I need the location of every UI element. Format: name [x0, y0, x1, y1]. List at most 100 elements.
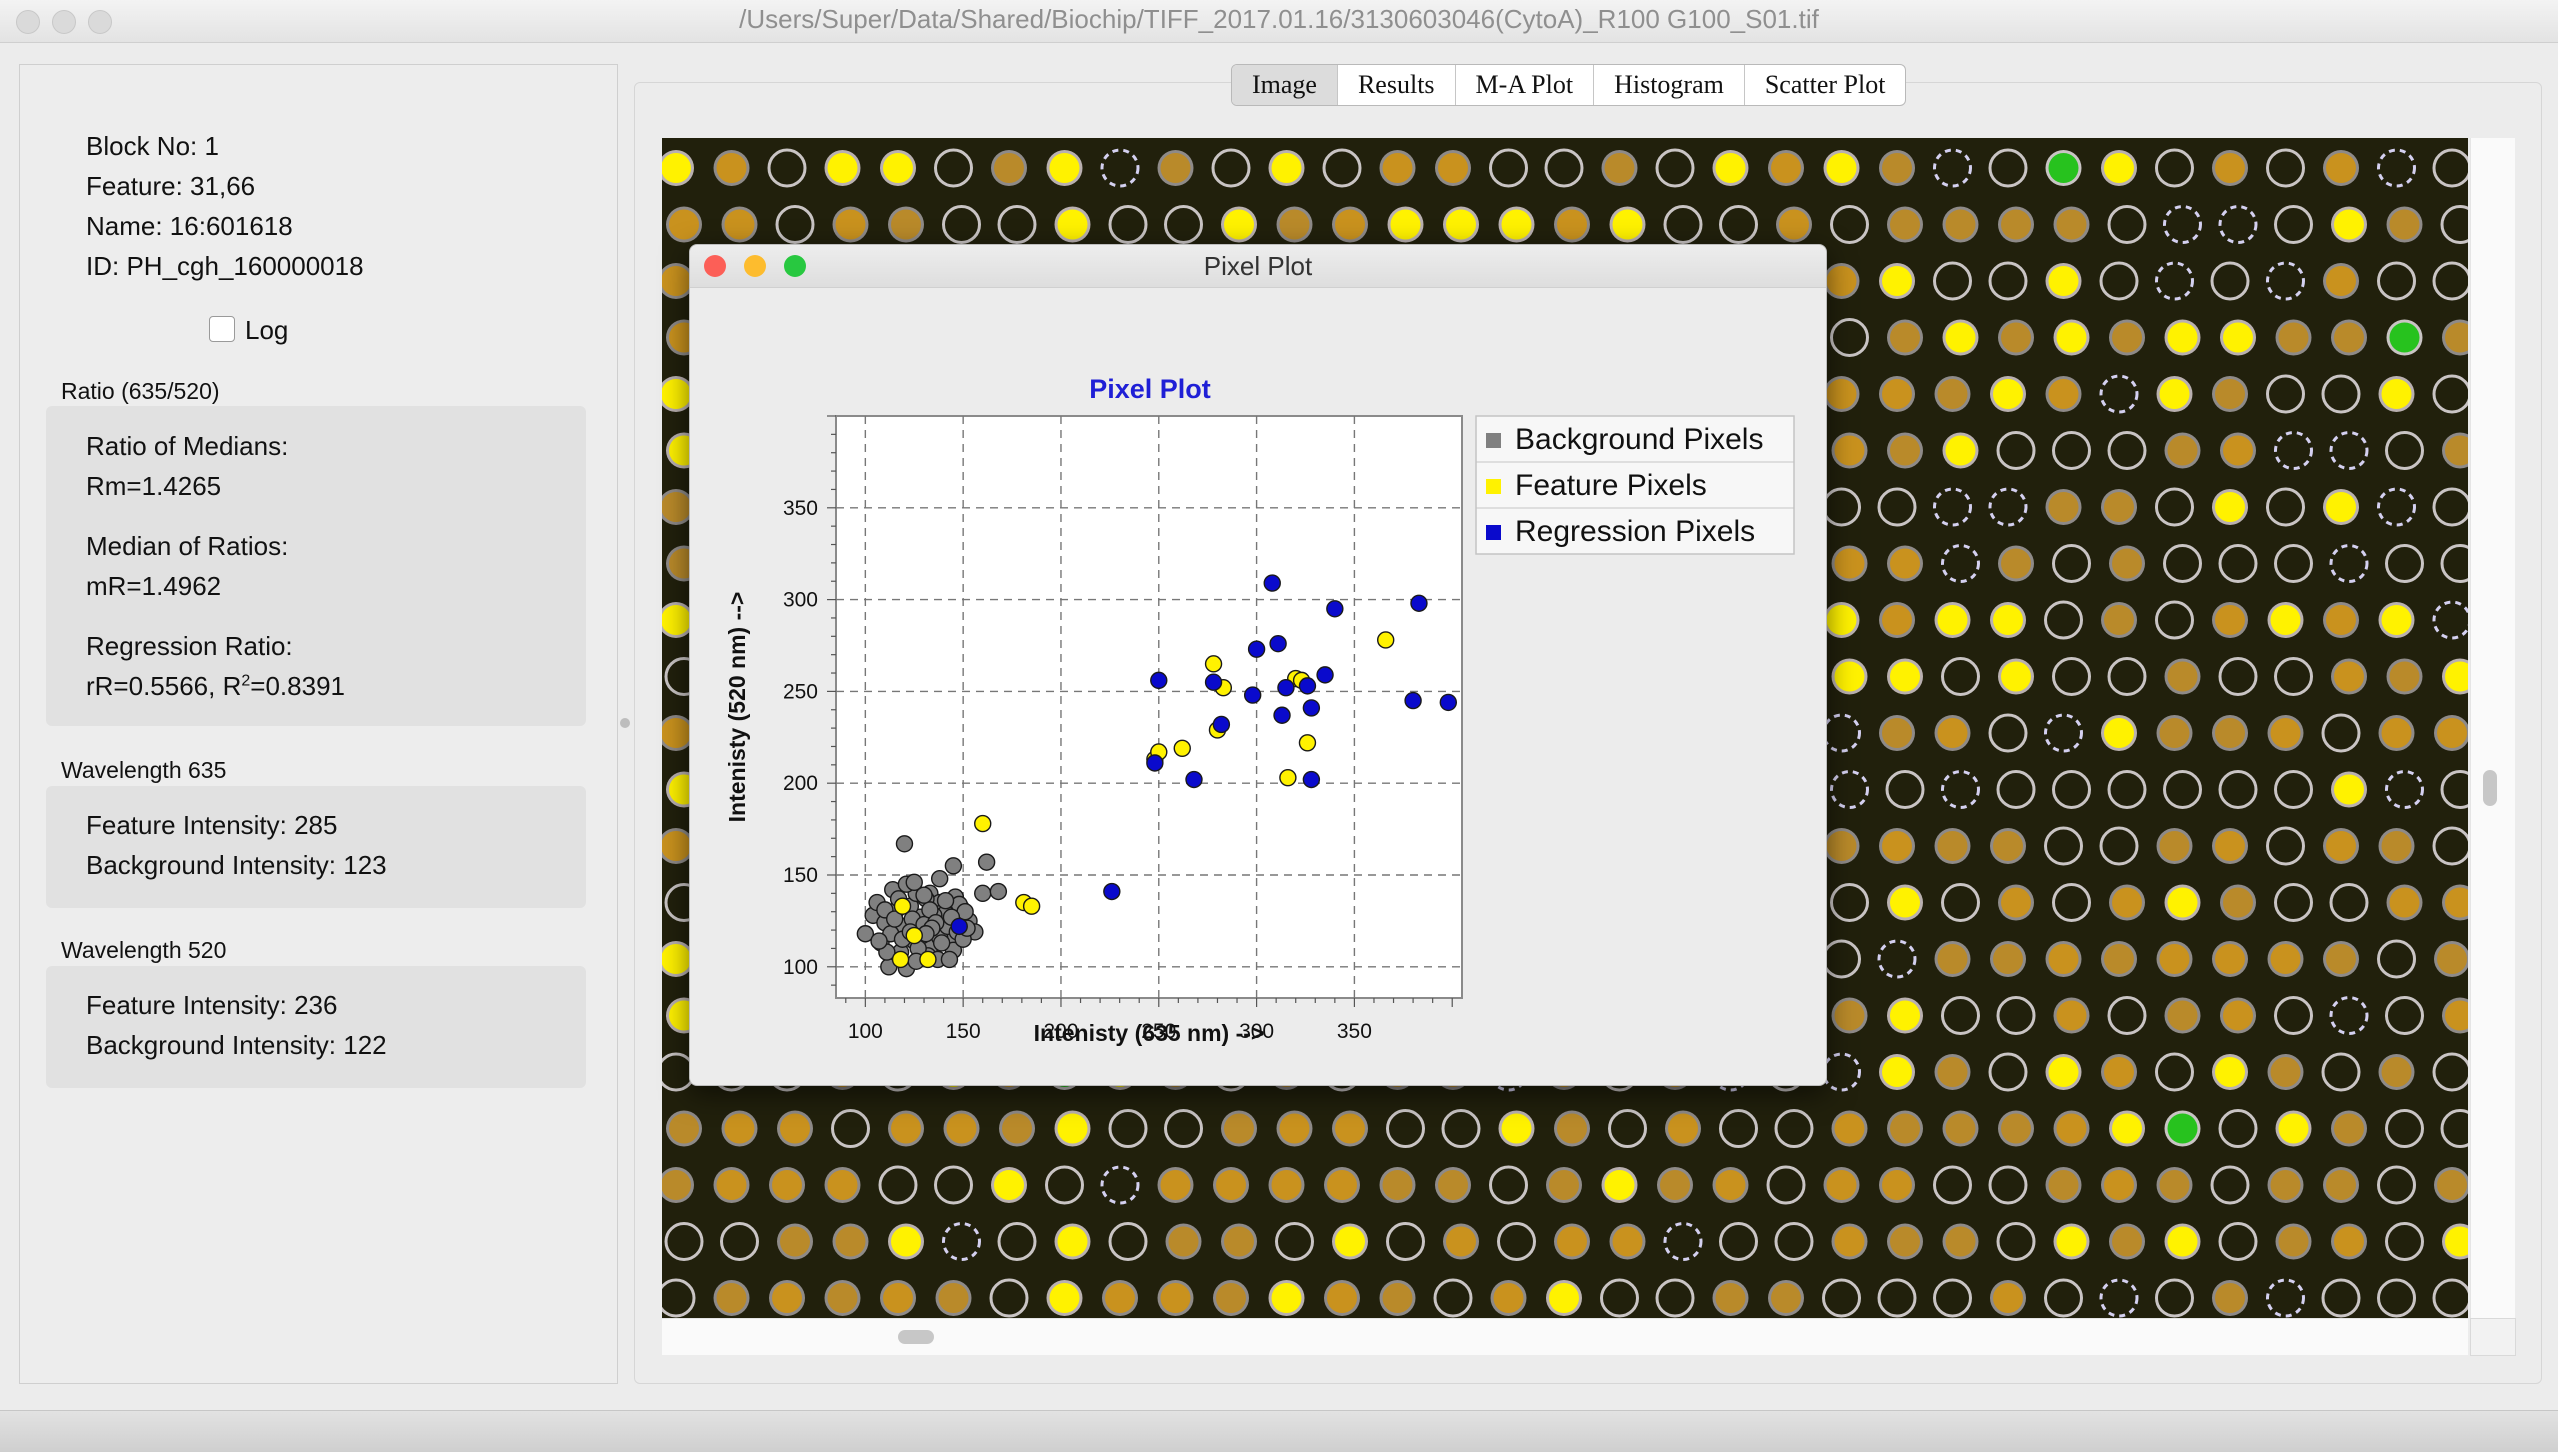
empty-spot [1489, 148, 1528, 188]
plot-grid [836, 416, 1462, 998]
empty-spot [1822, 487, 1861, 527]
bright-spot [2167, 322, 2198, 353]
popup-close-button[interactable] [704, 255, 726, 277]
feature-pixel-point [1204, 655, 1223, 673]
empty-spot [2155, 148, 2194, 188]
bright-spot [1882, 1057, 1912, 1087]
empty-spot [2440, 205, 2468, 244]
empty-spot [1164, 1109, 1203, 1148]
horizontal-scroll-thumb[interactable] [898, 1330, 934, 1344]
vertical-scroll-thumb[interactable] [2483, 770, 2497, 806]
tick-labels: 100 150 200 250 300 350 100 150 200 250 300 350 [783, 497, 1372, 1043]
feature-pixel-point [1279, 768, 1297, 787]
popup-minimize-button[interactable] [744, 255, 766, 277]
intensity-spot [2001, 1113, 2031, 1144]
intensity-spot [1771, 153, 1801, 183]
intensity-spot [669, 1113, 699, 1144]
empty-spot [2432, 374, 2468, 414]
intensity-spot [2104, 1057, 2134, 1087]
log-checkbox[interactable] [209, 316, 235, 342]
intensity-spot [1890, 322, 1920, 353]
empty-spot [1211, 148, 1251, 188]
intensity-spot [1335, 1113, 1365, 1144]
intensity-spot [2159, 1170, 2190, 1200]
regression-pixel-point [1185, 770, 1203, 789]
regression-pixel-point [1302, 699, 1321, 717]
wavelength-635-group: Feature Intensity: 285 Background Intens… [46, 786, 586, 908]
background-intensity-520: Background Intensity: 122 [86, 1030, 387, 1060]
intensity-spot [1834, 548, 1865, 579]
regression-pixel-point [1150, 671, 1168, 690]
empty-spot [767, 148, 807, 188]
flagged-spot [2329, 544, 2369, 583]
bright-spot [1549, 1283, 1579, 1313]
bright-spot [1057, 1113, 1088, 1144]
regression-pixel-point [1277, 679, 1295, 697]
empty-spot [2321, 1278, 2361, 1318]
intensity-spot [2215, 153, 2245, 183]
intensity-spot [1446, 1226, 1476, 1257]
background-pixel-point [905, 873, 923, 892]
green-spot [2167, 1113, 2198, 1144]
empty-spot [989, 1278, 1029, 1318]
bright-spot [2056, 1226, 2087, 1257]
flagged-spot [942, 1222, 981, 1261]
tab-results[interactable]: Results [1338, 65, 1456, 105]
status-bar [0, 1410, 2558, 1452]
empty-spot [720, 1222, 759, 1261]
popup-zoom-button[interactable] [784, 255, 806, 277]
intensity-spot [2048, 1170, 2079, 1200]
empty-spot [1830, 883, 1869, 922]
intensity-spot [1335, 209, 1365, 240]
empty-spot [2218, 544, 2258, 583]
tab-ma-plot[interactable]: M-A Plot [1456, 65, 1595, 105]
tab-histogram[interactable]: Histogram [1594, 65, 1745, 105]
empty-spot [1988, 148, 2028, 188]
intensity-spot [1779, 209, 1809, 240]
empty-spot [2107, 431, 2147, 470]
minimize-window-button[interactable] [52, 10, 76, 34]
pixel-plot-titlebar[interactable]: Pixel Plot [690, 245, 1826, 288]
bright-spot [2334, 774, 2364, 805]
intensity-spot [1882, 718, 1912, 748]
empty-spot [2155, 1278, 2194, 1318]
empty-spot [2432, 1052, 2468, 1092]
intensity-spot [724, 209, 755, 240]
intensity-spot [2389, 887, 2420, 918]
scroll-corner [2470, 1318, 2516, 1356]
empty-spot [2052, 657, 2091, 696]
empty-spot [2385, 1109, 2424, 1148]
empty-spot [2377, 1165, 2416, 1205]
intensity-spot [2270, 718, 2301, 748]
flagged-spot [2377, 487, 2416, 527]
empty-spot [2210, 1165, 2250, 1205]
intensity-spot [2445, 435, 2468, 466]
regression-pixel-point [950, 917, 968, 936]
regression-pixel-point [1298, 677, 1317, 695]
pixel-plot-window: Pixel Plot Pixel Plot 100 150 200 250 300 350… [689, 244, 1827, 1086]
window-titlebar: /Users/Super/Data/Shared/Biochip/TIFF_20… [0, 0, 2558, 43]
tab-scatter-plot[interactable]: Scatter Plot [1764, 70, 1886, 99]
close-window-button[interactable] [16, 10, 40, 34]
background-pixel-point [944, 857, 963, 875]
intensity-spot [669, 209, 699, 240]
intensity-spot [1327, 1283, 1357, 1313]
zoom-window-button[interactable] [88, 10, 112, 34]
intensity-spot [2334, 1113, 2364, 1144]
empty-spot [2321, 374, 2361, 414]
tab-image[interactable]: Image [1232, 65, 1338, 105]
intensity-spot [716, 1170, 747, 1200]
horizontal-scrollbar[interactable] [662, 1318, 2468, 1355]
empty-spot [2210, 261, 2250, 301]
bright-spot [1937, 605, 1968, 635]
regression-pixel-point [1212, 715, 1231, 734]
empty-spot [831, 1109, 870, 1148]
flagged-spot [2274, 431, 2313, 470]
split-divider-handle[interactable] [620, 718, 630, 728]
bright-spot [2048, 1057, 2079, 1087]
vertical-scrollbar[interactable] [2470, 138, 2515, 1318]
intensity-spot [1890, 209, 1920, 240]
flagged-spot [1100, 148, 1140, 188]
empty-spot [2107, 657, 2147, 696]
flagged-spot [2329, 996, 2369, 1035]
